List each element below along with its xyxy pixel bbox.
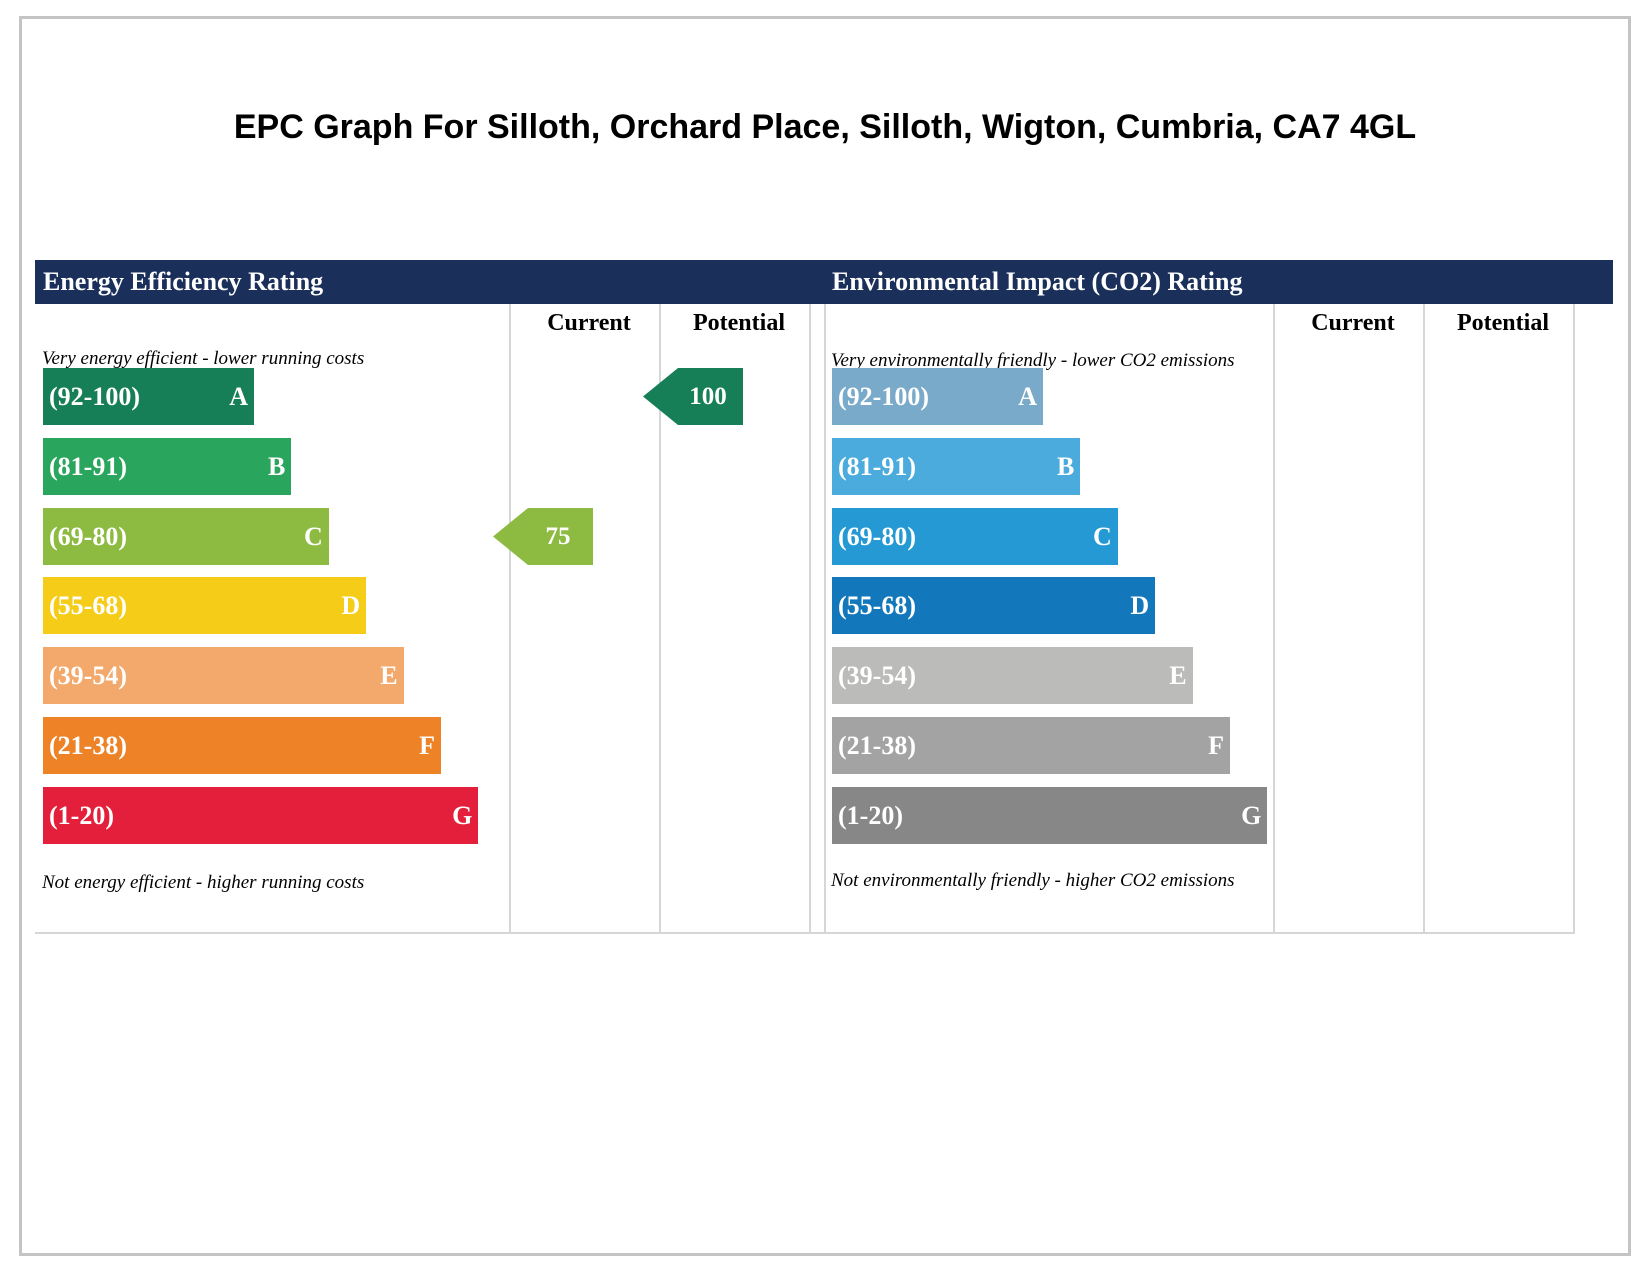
page-title: EPC Graph For Silloth, Orchard Place, Si… [233, 108, 1417, 146]
rating-band-a: (92-100) A [832, 368, 1043, 425]
rating-band-g: (1-20) G [43, 786, 479, 844]
band-letter-label: G [452, 800, 473, 830]
potential-rating-marker: 100 [643, 368, 743, 425]
band-range-label: (92-100) [838, 382, 929, 411]
band-range-label: (55-68) [49, 591, 127, 621]
rating-band-e: (39-54) E [43, 647, 404, 705]
column-divider [1423, 304, 1425, 934]
current-rating-arrow [493, 507, 593, 565]
band-letter-label: B [268, 451, 286, 481]
rating-band-d: (55-68) D [832, 577, 1156, 635]
band-range-label: (1-20) [838, 800, 903, 830]
potential-rating-value: 100 [689, 383, 727, 410]
chart-bottom-border [35, 932, 824, 934]
band-range-label: (21-38) [838, 731, 916, 760]
environmental-impact-chart: Environmental Impact (CO2) Rating Curren… [824, 260, 1613, 934]
column-divider [809, 304, 811, 934]
band-letter-label: B [1057, 451, 1075, 481]
potential-column-header: Potential [693, 310, 785, 336]
bottom-note: Not environmentally friendly - higher CO… [831, 870, 1235, 891]
band-letter-label: D [341, 591, 361, 621]
rating-band-b: (81-91) B [832, 437, 1081, 495]
top-note: Very energy efficient - lower running co… [42, 348, 365, 369]
energy-efficiency-chart: Energy Efficiency Rating Current Potenti… [35, 260, 824, 934]
column-divider [1273, 304, 1275, 934]
rating-band-b: (81-91) B [43, 437, 292, 495]
band-letter-label: E [1169, 661, 1187, 691]
current-rating-marker: 75 [493, 507, 593, 565]
column-divider [659, 304, 661, 934]
current-rating-value: 75 [545, 522, 571, 550]
band-letter-label: E [380, 661, 398, 691]
page-frame [19, 16, 1631, 1256]
rating-band-d: (55-68) D [43, 577, 367, 635]
band-letter-label: D [1130, 591, 1150, 621]
band-range-label: (1-20) [49, 800, 114, 830]
rating-band-c: (69-80) C [832, 507, 1118, 565]
top-note: Very environmentally friendly - lower CO… [831, 350, 1235, 371]
band-letter-label: C [304, 521, 323, 551]
band-range-label: (39-54) [49, 661, 127, 691]
band-letter-label: F [419, 731, 435, 760]
bottom-note: Not energy efficient - higher running co… [42, 872, 365, 893]
band-letter-label: C [1093, 521, 1112, 551]
rating-band-g: (1-20) G [832, 786, 1268, 844]
column-divider [824, 304, 826, 934]
rating-band-a: (92-100) A [43, 368, 254, 425]
rating-band-f: (21-38) F [43, 717, 441, 774]
potential-column-header: Potential [1457, 310, 1549, 336]
current-column-header: Current [547, 310, 631, 336]
current-column-header: Current [1311, 310, 1395, 336]
column-divider [1573, 304, 1575, 934]
rating-band-e: (39-54) E [832, 647, 1193, 705]
band-letter-label: A [229, 382, 248, 411]
band-range-label: (21-38) [49, 731, 127, 760]
band-range-label: (39-54) [838, 661, 916, 691]
environmental-impact-header: Environmental Impact (CO2) Rating [824, 260, 1613, 304]
energy-efficiency-body: Current Potential Very energy efficient … [35, 304, 824, 934]
band-range-label: (81-91) [838, 451, 916, 481]
environmental-impact-body: Current Potential Very environmentally f… [824, 304, 1613, 934]
band-letter-label: A [1018, 382, 1037, 411]
band-range-label: (81-91) [49, 451, 127, 481]
band-range-label: (69-80) [49, 521, 127, 551]
band-range-label: (69-80) [838, 521, 916, 551]
band-letter-label: G [1241, 800, 1262, 830]
band-letter-label: F [1208, 731, 1224, 760]
rating-band-c: (69-80) C [43, 507, 329, 565]
band-range-label: (55-68) [838, 591, 916, 621]
band-range-label: (92-100) [49, 382, 140, 411]
potential-rating-arrow [643, 368, 743, 425]
energy-efficiency-header: Energy Efficiency Rating [35, 260, 824, 304]
chart-bottom-border [824, 932, 1575, 934]
rating-band-f: (21-38) F [832, 717, 1230, 774]
column-divider [509, 304, 511, 934]
